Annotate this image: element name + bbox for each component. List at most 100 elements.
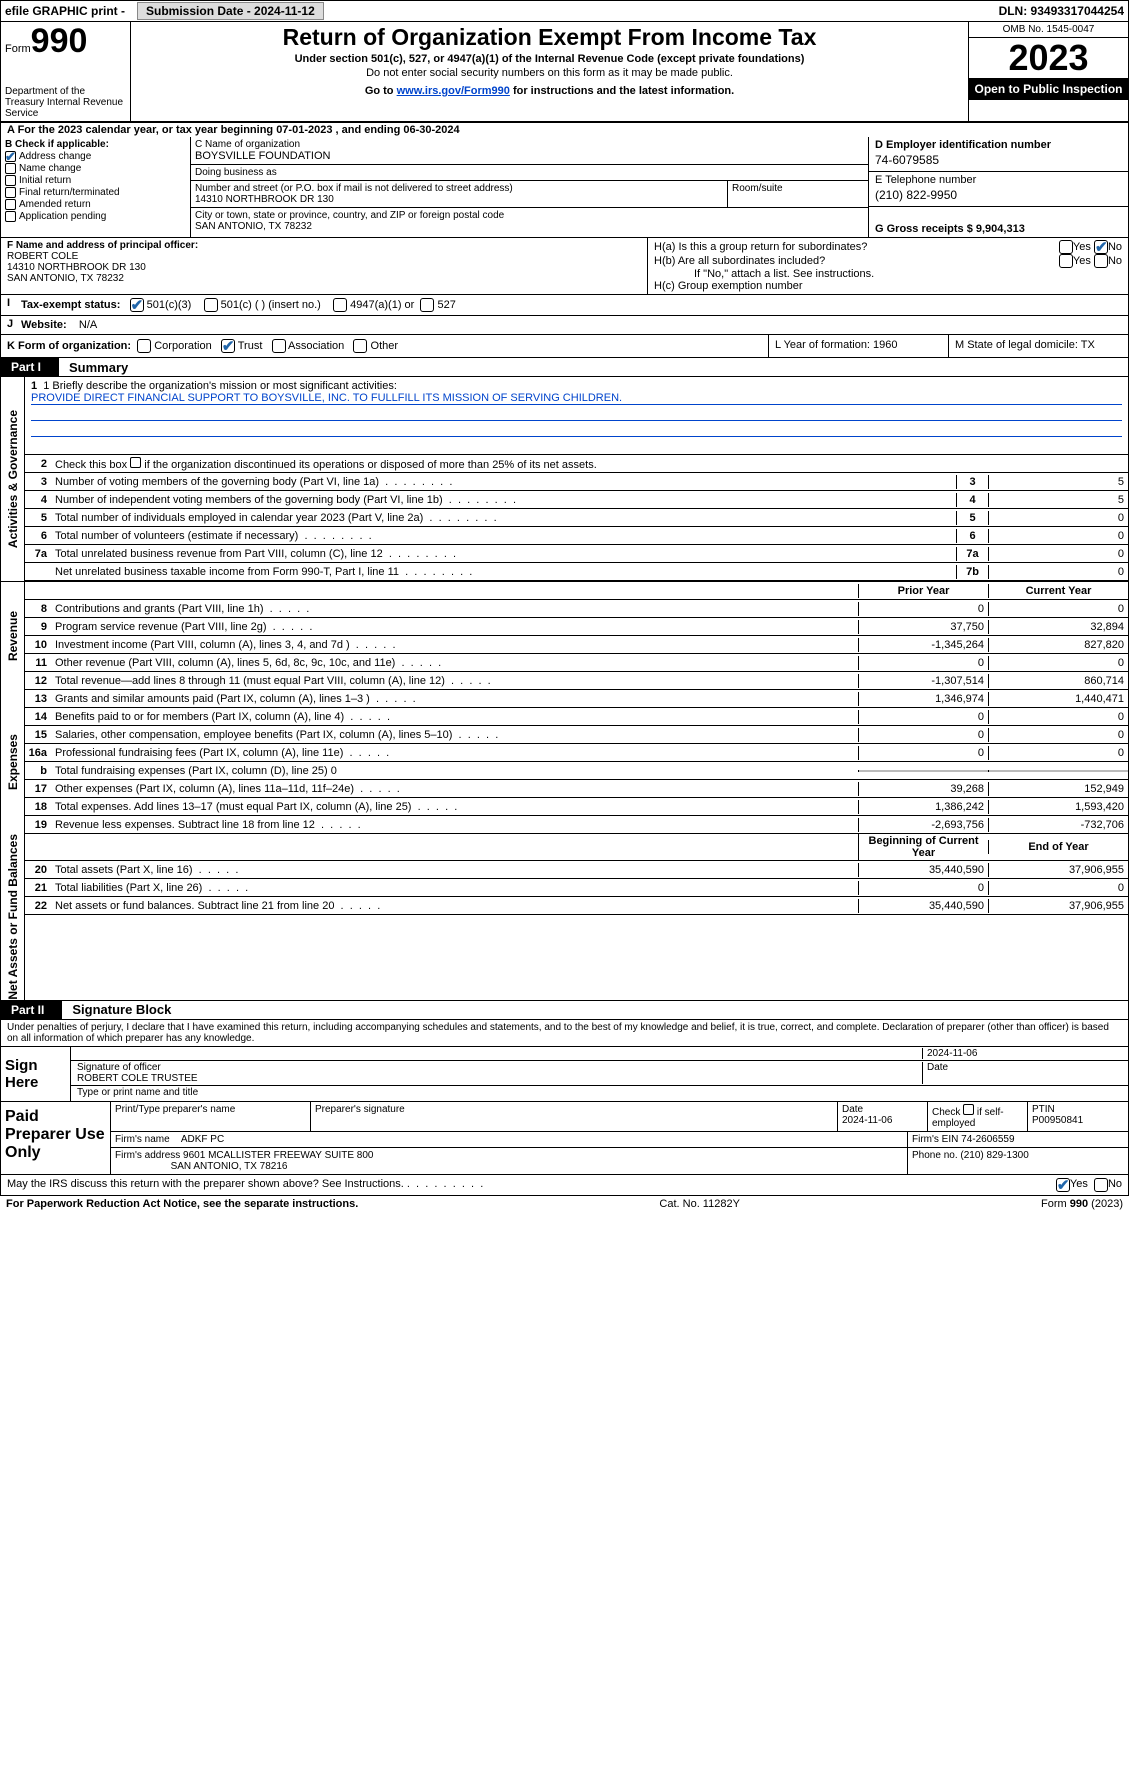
current-year-hdr: Current Year (988, 584, 1128, 598)
chk-amended[interactable] (5, 199, 16, 210)
ein-value: 74-6079585 (875, 151, 1122, 169)
ha-no[interactable] (1094, 240, 1108, 254)
chk-527[interactable] (420, 298, 434, 312)
end-year-hdr: End of Year (988, 840, 1128, 854)
footer-right: Form 990 (2023) (1041, 1198, 1123, 1210)
exp-row-5: 17Other expenses (Part IX, column (A), l… (25, 780, 1128, 798)
street-value: 14310 NORTHBROOK DR 130 (195, 194, 723, 205)
hb-label: H(b) Are all subordinates included? (654, 255, 1059, 267)
website-value: N/A (79, 319, 97, 331)
chk-pending[interactable] (5, 211, 16, 222)
chk-501c[interactable] (204, 298, 218, 312)
part2-title: Signature Block (62, 1002, 171, 1017)
tax-year: 2023 (969, 38, 1128, 78)
chk-discontinued[interactable] (130, 457, 141, 468)
col-b: B Check if applicable: Address change Na… (1, 137, 191, 237)
street-label: Number and street (or P.O. box if mail i… (195, 183, 723, 194)
rev-header: Prior Year Current Year (25, 582, 1128, 600)
chk-final-return[interactable] (5, 187, 16, 198)
row-j: J Website: N/A (0, 316, 1129, 335)
org-name-label: C Name of organization (195, 139, 864, 150)
chk-self-emp[interactable] (963, 1104, 974, 1115)
gov-row-0: 2Check this box if the organization disc… (25, 455, 1128, 473)
chk-4947[interactable] (333, 298, 347, 312)
chk-501c3[interactable] (130, 298, 144, 312)
hb-yes[interactable] (1059, 254, 1073, 268)
efile-label: efile GRAPHIC print - (5, 4, 125, 18)
firm-ein-label: Firm's EIN (912, 1134, 958, 1145)
chk-corp[interactable] (137, 339, 151, 353)
sig-officer-name: ROBERT COLE TRUSTEE (77, 1073, 198, 1084)
org-name: BOYSVILLE FOUNDATION (195, 150, 864, 162)
form990-link[interactable]: www.irs.gov/Form990 (397, 85, 510, 97)
net-row-2: 22Net assets or fund balances. Subtract … (25, 897, 1128, 915)
gov-row-2: 4Number of independent voting members of… (25, 491, 1128, 509)
mission-block: 1 1 Briefly describe the organization's … (25, 377, 1128, 455)
perjury-text: Under penalties of perjury, I declare th… (1, 1020, 1128, 1047)
chk-name-change[interactable] (5, 163, 16, 174)
dln: DLN: 93493317044254 (999, 4, 1124, 18)
subtitle-2: Do not enter social security numbers on … (139, 67, 960, 79)
sig-date-label: Date (922, 1062, 1122, 1084)
row-i: I Tax-exempt status: 501(c)(3) 501(c) ( … (0, 295, 1129, 316)
opt-final-return: Final return/terminated (19, 187, 120, 198)
opt-other: Other (371, 340, 399, 352)
part2-header: Part II Signature Block (0, 1001, 1129, 1020)
col-b-label: B Check if applicable: (5, 139, 186, 150)
ha-yes[interactable] (1059, 240, 1073, 254)
state-domicile: M State of legal domicile: TX (948, 335, 1128, 357)
rev-row-2: 10Investment income (Part VIII, column (… (25, 636, 1128, 654)
begin-year-hdr: Beginning of Current Year (858, 834, 988, 860)
year-formation: L Year of formation: 1960 (768, 335, 948, 357)
sig-officer-label: Signature of officer (77, 1062, 161, 1073)
sig-name-label: Type or print name and title (71, 1086, 1128, 1099)
chk-other[interactable] (353, 339, 367, 353)
part1-tag: Part I (1, 358, 59, 376)
sub3-pre: Go to (365, 85, 397, 97)
signature-block: Under penalties of perjury, I declare th… (0, 1020, 1129, 1175)
subtitle-1: Under section 501(c), 527, or 4947(a)(1)… (139, 53, 960, 65)
chk-initial-return[interactable] (5, 175, 16, 186)
dba-label: Doing business as (195, 167, 864, 178)
part1-title: Summary (59, 360, 128, 375)
firm-addr1: 9601 MCALLISTER FREEWAY SUITE 800 (183, 1150, 373, 1161)
mission-label: 1 Briefly describe the organization's mi… (43, 380, 397, 392)
opt-assoc: Association (288, 340, 344, 352)
chk-address-change[interactable] (5, 151, 16, 162)
dept-label: Department of the Treasury Internal Reve… (5, 86, 126, 119)
gov-row-6: Net unrelated business taxable income fr… (25, 563, 1128, 581)
opt-501c3: 501(c)(3) (147, 299, 192, 311)
vtab-net: Net Assets or Fund Balances (6, 834, 20, 1000)
discuss-yes[interactable] (1056, 1178, 1070, 1192)
hb-note: If "No," attach a list. See instructions… (654, 268, 1122, 280)
firm-addr2: SAN ANTONIO, TX 78216 (171, 1161, 288, 1172)
gov-row-3: 5Total number of individuals employed in… (25, 509, 1128, 527)
exp-row-3: 16aProfessional fundraising fees (Part I… (25, 744, 1128, 762)
opt-4947: 4947(a)(1) or (350, 299, 414, 311)
chk-assoc[interactable] (272, 339, 286, 353)
opt-527: 527 (438, 299, 456, 311)
firm-name: ADKF PC (181, 1134, 224, 1145)
prior-year-hdr: Prior Year (858, 584, 988, 598)
hb-no[interactable] (1094, 254, 1108, 268)
prep-date-hdr: Date (842, 1104, 863, 1115)
discuss-no[interactable] (1094, 1178, 1108, 1192)
exp-row-4: bTotal fundraising expenses (Part IX, co… (25, 762, 1128, 780)
phone-label: Phone no. (912, 1150, 958, 1161)
city-label: City or town, state or province, country… (195, 210, 864, 221)
firm-addr-label: Firm's address (115, 1150, 180, 1161)
tax-status-label: Tax-exempt status: (21, 299, 120, 311)
form-label: Form (5, 43, 31, 55)
summary-revenue: Revenue Prior Year Current Year 8Contrib… (0, 581, 1129, 690)
prep-sig-hdr: Preparer's signature (311, 1102, 838, 1131)
opt-pending: Application pending (19, 211, 106, 222)
prep-date-val: 2024-11-06 (842, 1115, 892, 1126)
sign-date: 2024-11-06 (922, 1048, 1122, 1059)
opt-trust: Trust (238, 340, 263, 352)
website-label: Website: (21, 319, 67, 331)
net-header: Beginning of Current Year End of Year (25, 834, 1128, 861)
sub3-post: for instructions and the latest informat… (510, 85, 734, 97)
part2-tag: Part II (1, 1001, 62, 1019)
chk-trust[interactable] (221, 339, 235, 353)
vtab-governance: Activities & Governance (6, 410, 20, 548)
